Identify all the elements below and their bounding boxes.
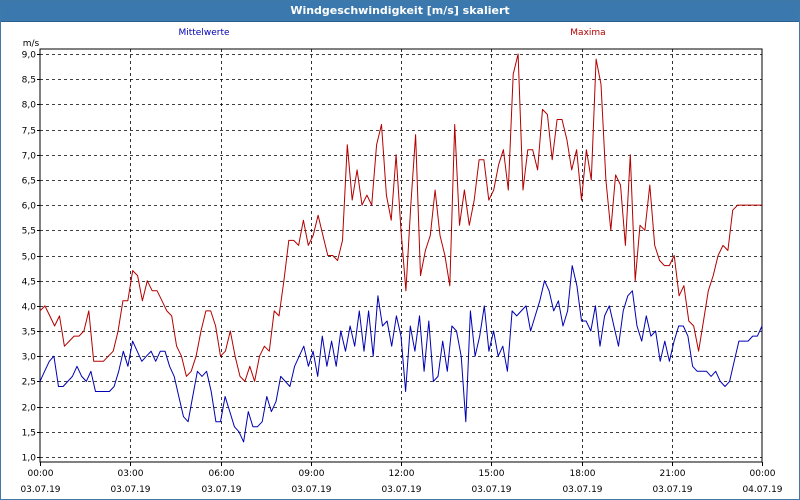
x-tick-time-label: 00:00 xyxy=(750,469,776,479)
x-tick-time-label: 09:00 xyxy=(299,469,325,479)
x-tick-time-label: 18:00 xyxy=(570,469,596,479)
x-tick-date-label: 03.07.19 xyxy=(562,485,602,495)
title-bar: Windgeschwindigkeit [m/s] skaliert xyxy=(1,1,799,22)
y-tick-label: 6,0 xyxy=(22,202,37,212)
x-tick-date-label: 03.07.19 xyxy=(381,485,421,495)
legend-maxima: Maxima xyxy=(570,28,605,38)
y-tick-label: 2,0 xyxy=(22,404,37,414)
y-tick-label: 1,0 xyxy=(22,454,37,464)
y-tick-label: 2,5 xyxy=(22,378,36,388)
y-tick-label: 3,5 xyxy=(22,328,36,338)
plot-area xyxy=(39,48,763,463)
y-tick-label: 5,0 xyxy=(22,253,37,263)
x-tick-time-label: 21:00 xyxy=(660,469,686,479)
x-tick-date-label: 03.07.19 xyxy=(20,485,60,495)
y-tick-label: 9,0 xyxy=(22,51,37,61)
x-tick-date-label: 03.07.19 xyxy=(110,485,150,495)
y-tick-label: 8,5 xyxy=(22,76,36,86)
series-line-maxima xyxy=(39,53,762,382)
y-tick-label: 4,5 xyxy=(22,278,36,288)
x-tick-time-label: 00:00 xyxy=(28,469,54,479)
x-tick-date-label: 03.07.19 xyxy=(291,485,331,495)
x-tick-time-label: 06:00 xyxy=(209,469,235,479)
y-tick-label: 4,0 xyxy=(22,303,37,313)
x-tick-date-label: 03.07.19 xyxy=(201,485,241,495)
x-tick-date-label: 03.07.19 xyxy=(652,485,692,495)
x-tick-date-label: 04.07.19 xyxy=(742,485,782,495)
y-tick-label: 1,5 xyxy=(22,429,36,439)
x-tick-time-label: 03:00 xyxy=(118,469,144,479)
y-tick-label: 7,0 xyxy=(22,152,37,162)
y-tick-label: 3,0 xyxy=(22,353,37,363)
y-tick-label: 5,5 xyxy=(22,227,36,237)
series-line-mittelwerte xyxy=(39,265,763,443)
legend-mittelwerte: Mittelwerte xyxy=(178,28,229,38)
x-tick-time-label: 15:00 xyxy=(479,469,505,479)
y-tick-label: 7,5 xyxy=(22,127,36,137)
y-tick-label: 6,5 xyxy=(22,177,36,187)
window-title: Windgeschwindigkeit [m/s] skaliert xyxy=(290,4,510,17)
y-axis-unit-label: m/s xyxy=(23,39,40,49)
x-tick-time-label: 12:00 xyxy=(389,469,415,479)
x-tick-date-label: 03.07.19 xyxy=(471,485,511,495)
y-tick-label: 8,0 xyxy=(22,101,37,111)
